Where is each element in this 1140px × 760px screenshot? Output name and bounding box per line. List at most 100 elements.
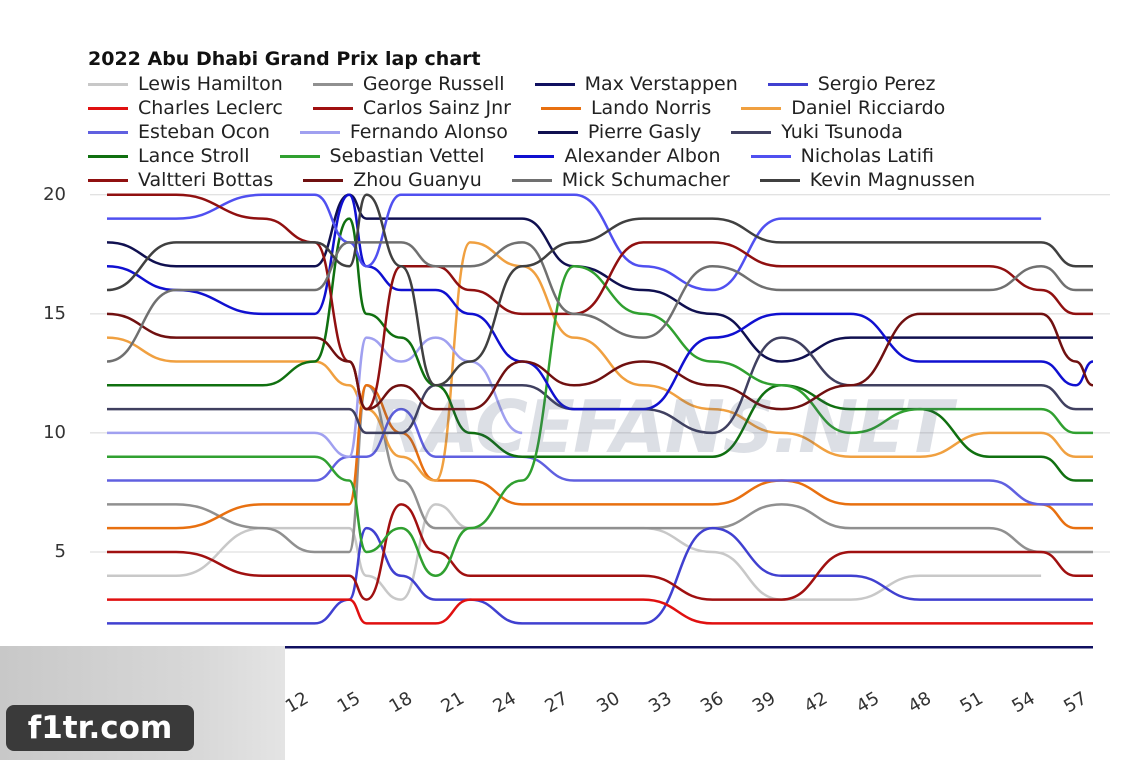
legend-swatch: [88, 106, 128, 110]
driver-line: [107, 217, 1093, 482]
x-tick-label: 12: [282, 688, 312, 718]
y-tick-label: 20: [43, 184, 66, 205]
x-tick-label: 24: [489, 688, 519, 718]
legend-swatch: [534, 82, 575, 86]
legend: Lewis Hamilton George Russell Max Verstapp…: [88, 72, 1118, 192]
x-tick-label: 57: [1060, 688, 1090, 718]
x-tick-label: 30: [593, 688, 623, 718]
legend-swatch: [731, 130, 772, 134]
driver-line: [107, 193, 1093, 411]
driver-line: [107, 264, 1093, 578]
legend-item: Fernando Alonso: [299, 120, 508, 144]
legend-item: Lance Stroll: [88, 144, 250, 168]
legend-label: Alexander Albon: [564, 145, 721, 167]
legend-swatch: [537, 130, 578, 134]
driver-line: [107, 384, 1093, 554]
legend-item: Zhou Guanyu: [303, 168, 482, 192]
x-tick-label: 42: [801, 688, 831, 718]
legend-swatch: [88, 82, 128, 86]
y-tick-label: 5: [55, 541, 66, 562]
legend-item: Yuki Tsunoda: [731, 120, 903, 144]
driver-line: [106, 598, 1093, 625]
legend-label: Max Verstappen: [584, 73, 738, 95]
legend-label: Nicholas Latifi: [800, 145, 934, 167]
driver-line: [107, 384, 1093, 530]
x-tick-label: 21: [438, 688, 468, 718]
legend-swatch: [299, 130, 340, 134]
legend-label: Fernando Alonso: [349, 121, 508, 143]
legend-item: Lewis Hamilton: [88, 72, 283, 96]
legend-label: Esteban Ocon: [138, 121, 270, 143]
driver-line: [106, 526, 1093, 625]
legend-swatch: [514, 154, 555, 158]
legend-label: Valtteri Bottas: [138, 169, 274, 191]
legend-item: Daniel Ricciardo: [741, 96, 945, 120]
legend-label: Charles Leclerc: [138, 97, 283, 119]
legend-item: Max Verstappen: [534, 72, 738, 96]
legend-item: Pierre Gasly: [537, 120, 702, 144]
legend-swatch: [88, 178, 128, 182]
legend-item: Carlos Sainz Jnr: [312, 96, 511, 120]
x-tick-label: 39: [749, 688, 779, 718]
legend-item: Mick Schumacher: [511, 168, 730, 192]
legend-item: Valtteri Bottas: [88, 168, 273, 192]
legend-label: Lance Stroll: [138, 145, 250, 167]
legend-label: Kevin Magnussen: [809, 169, 976, 191]
driver-line: [106, 312, 1094, 411]
x-tick-label: 45: [853, 688, 883, 718]
x-tick-label: 48: [905, 688, 935, 718]
legend-label: Zhou Guanyu: [353, 169, 482, 191]
x-tick-label: 54: [1008, 688, 1038, 718]
legend-label: Lewis Hamilton: [138, 73, 283, 95]
legend-swatch: [511, 178, 552, 182]
chart-title: 2022 Abu Dhabi Grand Prix lap chart: [88, 48, 481, 70]
watermark: RACEFANS.NET: [370, 385, 953, 469]
driver-line: [106, 407, 1093, 506]
driver-line: [106, 241, 1093, 363]
legend-label: Sergio Perez: [817, 73, 936, 95]
legend-item: Charles Leclerc: [88, 96, 283, 120]
legend-item: Esteban Ocon: [88, 120, 270, 144]
x-tick-label: 18: [386, 688, 416, 718]
legend-label: Sebastian Vettel: [329, 145, 485, 167]
driver-line: [106, 193, 1093, 363]
legend-swatch: [750, 154, 791, 158]
legend-item: George Russell: [312, 72, 505, 96]
legend-label: Lando Norris: [590, 97, 712, 119]
legend-label: Daniel Ricciardo: [791, 97, 946, 119]
legend-swatch: [312, 82, 353, 86]
driver-line: [106, 241, 1093, 482]
legend-label: Mick Schumacher: [561, 169, 730, 191]
legend-swatch: [767, 82, 808, 86]
legend-item: Alexander Albon: [514, 144, 721, 168]
watermark: f1tr.com: [6, 705, 194, 751]
legend-item: Lando Norris: [540, 96, 712, 120]
driver-line: [107, 193, 1042, 292]
x-tick-label: 51: [956, 688, 986, 718]
x-tick-label: 15: [334, 688, 364, 718]
legend-swatch: [303, 178, 344, 182]
legend-swatch: [88, 130, 128, 134]
legend-swatch: [312, 106, 353, 110]
legend-swatch: [759, 178, 800, 182]
legend-swatch: [741, 106, 782, 110]
legend-item: Sebastian Vettel: [279, 144, 485, 168]
driver-line: [107, 503, 1093, 601]
legend-item: Nicholas Latifi: [750, 144, 934, 168]
legend-label: Yuki Tsunoda: [781, 121, 903, 143]
y-tick-label: 10: [43, 422, 66, 443]
legend-label: George Russell: [362, 73, 505, 95]
x-tick-label: 36: [697, 688, 727, 718]
driver-line: [106, 193, 1093, 387]
x-tick-label: 33: [645, 688, 675, 718]
x-tick-label: 27: [541, 688, 571, 718]
y-tick-label: 15: [43, 303, 66, 324]
driver-line: [106, 193, 1094, 411]
legend-swatch: [88, 154, 128, 158]
legend-label: Pierre Gasly: [587, 121, 702, 143]
legend-swatch: [279, 154, 320, 158]
legend-label: Carlos Sainz Jnr: [362, 97, 511, 119]
legend-item: Kevin Magnussen: [759, 168, 976, 192]
